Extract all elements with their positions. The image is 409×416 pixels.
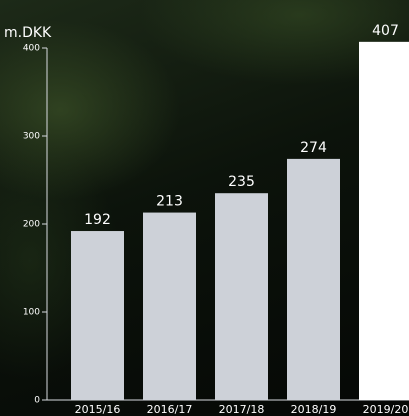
- value-label: 274: [300, 140, 327, 156]
- bar: [143, 212, 196, 400]
- bar: [71, 231, 124, 400]
- bar: [287, 158, 340, 400]
- y-tick-label: 400: [23, 44, 40, 54]
- y-tick-label: 300: [23, 132, 40, 142]
- bar: [359, 41, 409, 401]
- value-label: 192: [84, 212, 111, 228]
- y-tick-label: 0: [34, 396, 40, 406]
- value-label: 407: [372, 23, 399, 39]
- x-tick-label: 2017/18: [219, 403, 265, 416]
- x-tick-label: 2015/16: [75, 403, 121, 416]
- value-label: 213: [156, 194, 183, 210]
- x-tick-label: 2016/17: [147, 403, 193, 416]
- x-tick-label: 2019/20: [363, 403, 409, 416]
- y-tick-label: 200: [23, 220, 40, 230]
- bar: [215, 193, 268, 400]
- value-label: 235: [228, 174, 255, 190]
- y-tick-label: 100: [23, 308, 40, 318]
- y-axis-label: m.DKK: [4, 25, 52, 41]
- x-tick-label: 2018/19: [291, 403, 337, 416]
